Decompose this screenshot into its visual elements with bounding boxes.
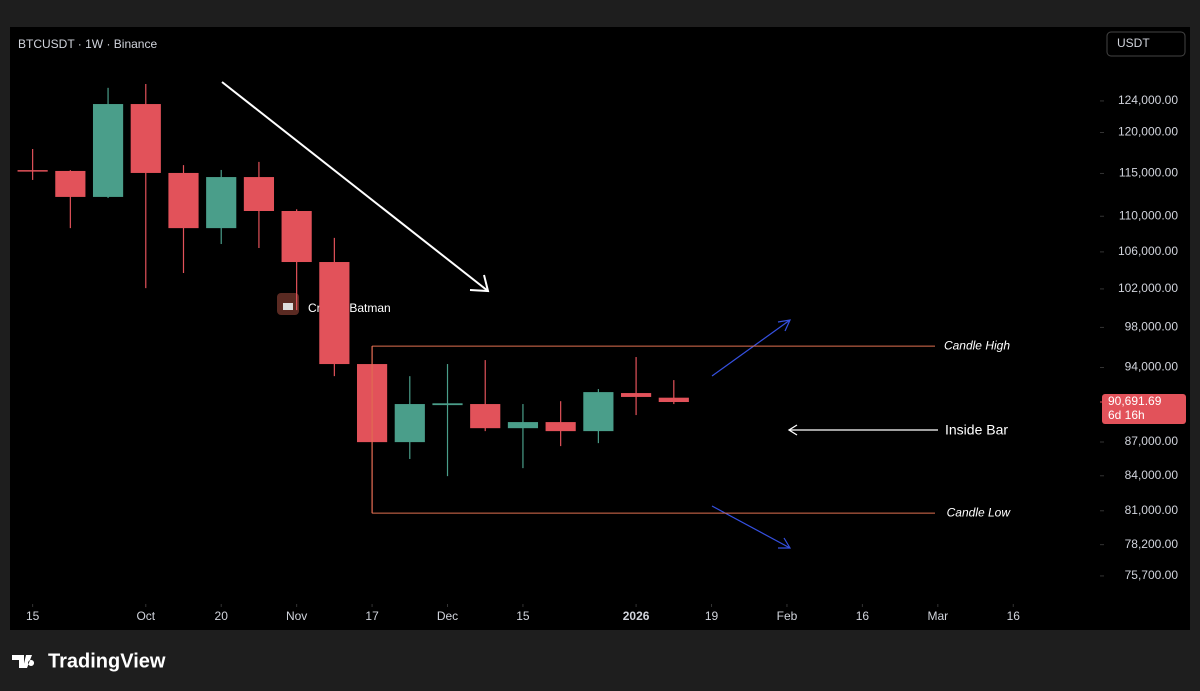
candle-body [168, 172, 199, 229]
candle-body [243, 177, 275, 212]
x-tick-label: 2026 [623, 609, 650, 623]
level-label: Candle High [944, 338, 1010, 352]
trend-arrow [221, 81, 489, 292]
y-tick-label: 120,000.00 [1118, 125, 1178, 139]
candle-body [92, 104, 124, 197]
level-label: Candle Low [947, 505, 1012, 519]
last-price-tag [1102, 394, 1186, 425]
x-tick-label: 16 [1007, 609, 1021, 623]
arrow-head [787, 424, 798, 436]
candle-body [55, 170, 86, 197]
last-price-label: 90,691.69 [1108, 394, 1162, 408]
candle-body [130, 104, 161, 173]
watermark-icon [283, 303, 293, 310]
x-tick-label: Mar [927, 609, 948, 623]
candle-body [470, 404, 501, 429]
y-tick-label: 110,000.00 [1119, 208, 1178, 222]
y-tick-label: 78,200.00 [1125, 537, 1179, 551]
level-label-bg [935, 505, 1013, 522]
arrow-head [777, 319, 792, 332]
x-tick-label: 15 [516, 609, 530, 623]
candle-body [319, 262, 350, 365]
x-tick-label: 15 [26, 609, 40, 623]
y-tick-label: 84,000.00 [1125, 468, 1179, 482]
candle-body [394, 404, 425, 443]
candle-body [658, 397, 689, 403]
x-tick-label: 20 [215, 609, 229, 623]
symbol-title: BTCUSDT · 1W · Binance [18, 37, 157, 51]
brand-name: TradingView [48, 650, 166, 672]
x-tick-label: 16 [856, 609, 870, 623]
candle-body [432, 403, 463, 406]
x-tick-label: 19 [705, 609, 719, 623]
candle-body [507, 422, 539, 429]
brand-logo [12, 655, 35, 668]
arrow-head [469, 274, 490, 293]
chart-panel [10, 27, 1190, 630]
currency-label[interactable]: USDT [1117, 36, 1150, 50]
y-tick-label: 81,000.00 [1125, 503, 1179, 517]
candle-body [583, 392, 614, 432]
candle-body [281, 211, 312, 263]
y-tick-label: 102,000.00 [1118, 281, 1178, 295]
x-tick-label: 17 [365, 609, 379, 623]
currency-button[interactable] [1106, 31, 1186, 57]
y-tick-label: 124,000.00 [1118, 93, 1178, 107]
x-tick-label: Oct [136, 609, 155, 623]
y-tick-label: 98,000.00 [1125, 320, 1179, 334]
y-tick-label: 115,000.00 [1119, 166, 1178, 180]
candle-body [621, 393, 652, 397]
candle-body [545, 422, 576, 432]
y-tick-label: 106,000.00 [1118, 244, 1178, 258]
x-tick-label: Feb [777, 609, 798, 623]
level-label-bg [935, 338, 1013, 355]
y-tick-label: 94,000.00 [1125, 360, 1179, 374]
candle-body [206, 177, 237, 229]
x-tick-label: Dec [437, 609, 458, 623]
arrow-head [778, 537, 792, 549]
breakout-up-arrow [711, 319, 791, 377]
countdown-label: 6d 16h [1108, 408, 1145, 422]
y-tick-label: 87,000.00 [1125, 434, 1179, 448]
y-tick-label: 75,700.00 [1125, 568, 1179, 582]
x-tick-label: Nov [286, 609, 307, 623]
candle-body [17, 170, 48, 172]
inside-bar-label: Inside Bar [945, 422, 1008, 438]
